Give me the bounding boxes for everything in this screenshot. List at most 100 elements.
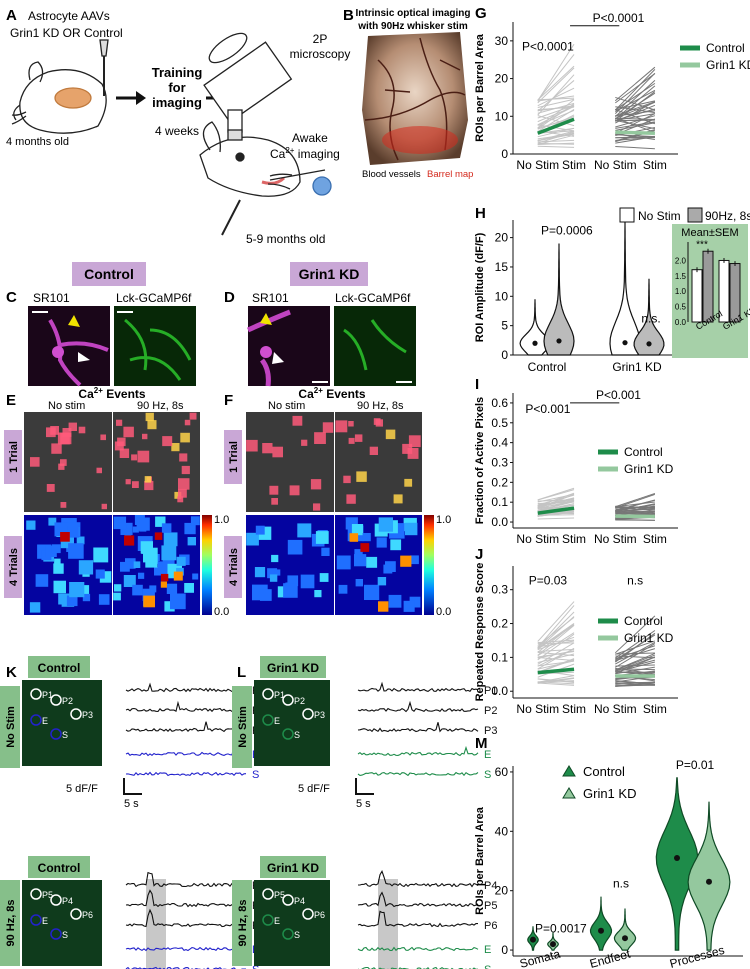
roi-outline xyxy=(30,888,42,900)
heat-patch xyxy=(99,571,112,583)
heat-patch xyxy=(53,580,66,594)
y-tick-label: 0.3 xyxy=(491,583,508,597)
trace-line xyxy=(357,946,479,952)
x-tick-label: Somata xyxy=(518,947,562,969)
roi-outline xyxy=(302,908,314,920)
heat-patch xyxy=(163,532,178,547)
violin-mean-point xyxy=(550,941,556,948)
heat-patch xyxy=(161,545,177,561)
col-stim-e: 90 Hz, 8s xyxy=(137,400,184,412)
panel-i: I 0.0 0.1 0.2 0.3 0.4 0.5 0.6 Fraction of Activ… xyxy=(474,376,678,546)
events-title-e: Ca2+ Events xyxy=(78,386,145,401)
pair-line-control xyxy=(537,677,575,684)
roi-outline xyxy=(30,714,42,726)
pair-line-grin1kd xyxy=(614,79,656,118)
pair-line-control xyxy=(537,517,575,520)
roi-outline xyxy=(70,708,82,720)
pair-line-control xyxy=(537,605,575,648)
heat-hotspot xyxy=(378,601,389,612)
label-sr101: SR101 xyxy=(33,291,70,305)
inset-bar xyxy=(691,269,703,323)
roi-label: S xyxy=(294,730,300,740)
event-patch xyxy=(119,448,130,458)
roi-label: P6 xyxy=(82,910,93,920)
event-patch xyxy=(174,491,182,499)
event-patch xyxy=(178,488,187,498)
heat-patch xyxy=(385,561,396,572)
event-patch xyxy=(179,453,188,462)
arrow-head-icon xyxy=(136,91,146,105)
legend-label: 90Hz, 8s xyxy=(705,209,750,223)
pair-line-control xyxy=(537,74,575,116)
pair-line-control xyxy=(537,87,575,107)
x-tick-label: Stim xyxy=(562,702,586,716)
inset-bar xyxy=(702,250,714,323)
roi-label: P3 xyxy=(314,710,325,720)
heat-patch xyxy=(321,547,330,556)
pair-line-control xyxy=(537,648,575,667)
pair-line-control xyxy=(537,601,575,642)
trace-line xyxy=(125,771,247,777)
heat-patch xyxy=(254,567,266,578)
pair-line-control xyxy=(537,678,575,683)
y-tick-label: 0.6 xyxy=(491,396,508,410)
heat-patch xyxy=(98,594,110,605)
scale-x-label: 5 s xyxy=(356,798,371,810)
mouse-head-illustration xyxy=(11,39,109,134)
roi-outline xyxy=(262,714,274,726)
event-patch xyxy=(310,479,322,490)
event-patch xyxy=(117,437,126,447)
heat-patch xyxy=(351,524,364,536)
heat-patch xyxy=(274,569,281,576)
awake-line2: Ca2+ imaging xyxy=(270,146,340,161)
trace-line xyxy=(125,700,247,713)
event-patch xyxy=(137,450,150,463)
trace-line xyxy=(358,869,479,888)
pair-line-control xyxy=(537,489,575,501)
event-patch xyxy=(171,443,180,452)
group-label-control-text: Control xyxy=(84,266,134,282)
legend-label: Control xyxy=(706,41,745,55)
cbar-max-e: 1.0 xyxy=(214,514,229,526)
heat-patch xyxy=(26,520,36,530)
gcamp-image xyxy=(114,306,196,386)
event-patch xyxy=(180,432,190,443)
y-tick-label: 60 xyxy=(495,765,509,779)
trace-label: E xyxy=(484,944,491,956)
pair-line-grin1kd xyxy=(615,664,655,667)
pair-line-grin1kd xyxy=(615,113,656,134)
event-patch xyxy=(147,420,157,430)
event-patch xyxy=(292,415,303,426)
heat-patch xyxy=(366,556,378,568)
y-tick-label: 0.0 xyxy=(491,515,508,529)
scale-bar xyxy=(355,778,374,795)
annotation-text: n.s. xyxy=(641,312,660,326)
roi-outline xyxy=(50,728,62,740)
panel-b: B Intrinsic optical imaging with 90Hz wh… xyxy=(343,7,473,180)
roi-label: P4 xyxy=(62,896,73,906)
x-tick-label: No Stim xyxy=(516,158,559,172)
event-patch xyxy=(348,437,355,444)
panel-j: J 0.0 0.1 0.2 0.3 Repeated Response Score No … xyxy=(474,546,678,716)
y-tick-label: 0.0 xyxy=(491,684,508,698)
roi-outline xyxy=(262,688,274,700)
x-tick-label: Endfeet xyxy=(588,946,632,969)
heat-patch xyxy=(82,593,91,602)
violin-mean-point xyxy=(622,935,628,942)
heat-patch xyxy=(176,556,186,566)
y-tick-label: 5 xyxy=(501,319,508,333)
y-tick-label: 0 xyxy=(501,348,508,362)
col-nostim-f: No stim xyxy=(268,400,305,412)
pair-line-grin1kd xyxy=(615,109,656,125)
heat-patch xyxy=(287,539,303,555)
side-label-l-bottom xyxy=(232,880,252,966)
pair-line-grin1kd xyxy=(615,96,656,111)
trace-line xyxy=(357,891,479,908)
annotation-text: P<0.0001 xyxy=(593,11,645,25)
arrow-icon xyxy=(78,352,90,362)
violin-grin1kd xyxy=(613,908,637,951)
trace-label: P5 xyxy=(484,900,497,912)
panel-f: F Ca2+ Events No stim 90 Hz, 8s 1 Trial … xyxy=(224,386,451,618)
x-tick-label: No Stim xyxy=(516,532,559,546)
